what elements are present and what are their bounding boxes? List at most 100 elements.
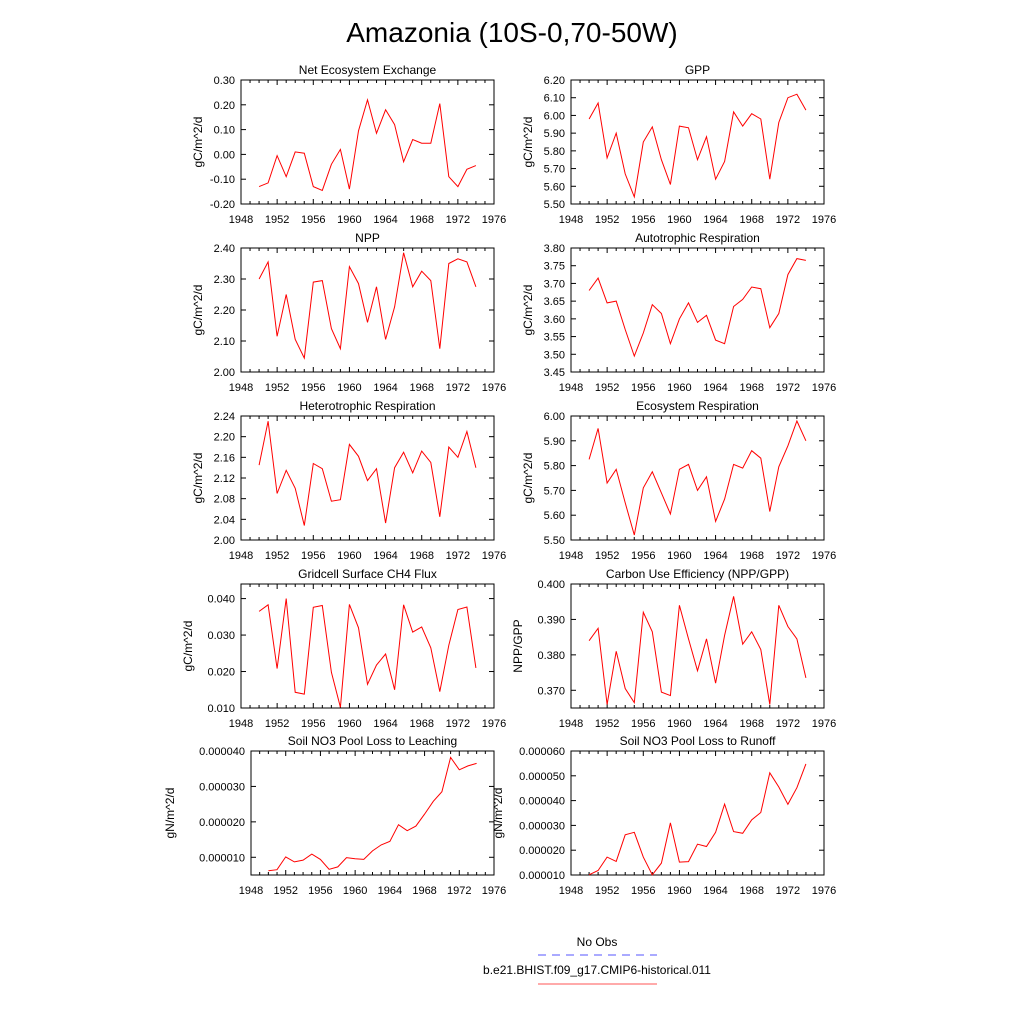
x-tick-label: 1948 [229, 550, 253, 562]
y-tick-label: 2.30 [214, 274, 235, 286]
y-tick-label: 2.00 [214, 535, 235, 547]
y-tick-label: 5.60 [544, 510, 565, 522]
y-tick-label: 5.80 [544, 461, 565, 473]
y-tick-label: 0.030 [207, 630, 235, 642]
series-line [588, 763, 807, 876]
x-tick-label: 1968 [739, 550, 763, 562]
x-tick-label: 1964 [703, 550, 727, 562]
y-axis-label: gC/m^2/d [191, 453, 205, 504]
y-tick-label: 0.390 [537, 614, 565, 626]
y-tick-label: 0.000030 [519, 820, 565, 832]
y-tick-label: -0.20 [210, 199, 235, 211]
chart-panel: Heterotrophic Respiration gC/m^2/d 1948 195… [191, 399, 506, 562]
legend-label-no-obs: No Obs [577, 935, 618, 949]
y-tick-label: 0.000020 [199, 817, 245, 829]
x-tick-label: 1972 [776, 550, 800, 562]
y-tick-label: 5.90 [544, 436, 565, 448]
y-tick-label: 2.40 [214, 243, 235, 255]
y-tick-label: 2.04 [214, 514, 235, 526]
y-tick-label: 0.380 [537, 650, 565, 662]
panel-title: Soil NO3 Pool Loss to Runoff [620, 734, 777, 748]
y-tick-label: 0.000010 [519, 870, 565, 882]
x-tick-label: 1956 [308, 885, 332, 897]
chart-panel: Autotrophic Respiration gC/m^2/d 1948 1952 1… [521, 231, 836, 394]
x-tick-label: 1952 [595, 550, 619, 562]
x-tick-label: 1964 [703, 718, 727, 730]
y-tick-label: 0.10 [214, 125, 235, 137]
x-tick-label: 1956 [631, 214, 655, 226]
y-tick-label: 3.55 [544, 332, 565, 344]
y-tick-label: 6.20 [544, 75, 565, 87]
y-tick-label: 3.75 [544, 261, 565, 273]
x-tick-label: 1972 [776, 214, 800, 226]
chart-panel: Carbon Use Efficiency (NPP/GPP) NPP/GPP 19… [511, 567, 836, 730]
x-tick-label: 1956 [631, 718, 655, 730]
y-tick-label: 6.00 [544, 411, 565, 423]
series-line [258, 598, 477, 708]
x-tick-label: 1960 [667, 885, 691, 897]
series-line [588, 596, 807, 705]
x-tick-label: 1952 [265, 550, 289, 562]
plot-frame [570, 415, 825, 541]
panel-title: Autotrophic Respiration [635, 231, 760, 245]
chart-panel: Ecosystem Respiration gC/m^2/d 1948 1952 195… [521, 399, 836, 562]
y-tick-label: 2.20 [214, 305, 235, 317]
x-tick-label: 1972 [447, 885, 471, 897]
panel-title: Ecosystem Respiration [636, 399, 759, 413]
panels: Net Ecosystem Exchange gC/m^2/d 1948 1952 19… [163, 63, 836, 897]
y-tick-label: 5.50 [544, 535, 565, 547]
y-tick-label: 5.60 [544, 181, 565, 193]
y-axis-label: gC/m^2/d [191, 117, 205, 168]
x-tick-label: 1960 [667, 550, 691, 562]
y-tick-label: 5.70 [544, 485, 565, 497]
x-tick-label: 1964 [703, 885, 727, 897]
x-tick-label: 1972 [446, 214, 470, 226]
plot-frame [250, 750, 495, 876]
y-tick-label: 0.020 [207, 667, 235, 679]
x-tick-label: 1964 [378, 885, 402, 897]
x-tick-label: 1972 [446, 718, 470, 730]
x-tick-label: 1960 [667, 214, 691, 226]
x-tick-label: 1960 [337, 214, 361, 226]
x-tick-label: 1948 [559, 550, 583, 562]
series-line [268, 756, 477, 872]
x-tick-label: 1976 [482, 382, 506, 394]
y-tick-label: 3.50 [544, 349, 565, 361]
x-tick-label: 1968 [739, 382, 763, 394]
y-tick-label: 0.040 [207, 594, 235, 606]
chart-panel: GPP gC/m^2/d 1948 1952 1956 1960 1964 1968 1972 1… [521, 63, 836, 226]
x-tick-label: 1952 [595, 885, 619, 897]
y-axis-label: gN/m^2/d [163, 788, 177, 839]
x-tick-label: 1968 [409, 382, 433, 394]
plot-frame [570, 750, 825, 876]
plot-frame [240, 247, 495, 373]
y-tick-label: 5.50 [544, 199, 565, 211]
x-tick-label: 1976 [812, 550, 836, 562]
y-tick-label: 0.00 [214, 149, 235, 161]
y-tick-label: 3.45 [544, 367, 565, 379]
x-tick-label: 1948 [229, 718, 253, 730]
legend: No Obs b.e21.BHIST.f09_g17.CMIP6-histori… [483, 935, 711, 985]
x-tick-label: 1964 [703, 382, 727, 394]
x-tick-label: 1964 [373, 214, 397, 226]
y-tick-label: 0.000060 [519, 746, 565, 758]
y-tick-label: 2.12 [214, 473, 235, 485]
y-tick-label: 0.010 [207, 703, 235, 715]
panel-title: Carbon Use Efficiency (NPP/GPP) [606, 567, 789, 581]
x-tick-label: 1972 [446, 550, 470, 562]
plot-frame [570, 79, 825, 205]
y-tick-label: 2.10 [214, 336, 235, 348]
series-line [258, 97, 477, 192]
y-tick-label: 0.000040 [519, 796, 565, 808]
x-tick-label: 1964 [373, 550, 397, 562]
y-tick-label: 0.370 [537, 685, 565, 697]
x-tick-label: 1972 [776, 718, 800, 730]
x-tick-label: 1976 [482, 214, 506, 226]
panel-title: Heterotrophic Respiration [299, 399, 435, 413]
x-tick-label: 1968 [739, 718, 763, 730]
x-tick-label: 1956 [631, 550, 655, 562]
y-tick-label: 0.000050 [519, 771, 565, 783]
x-tick-label: 1956 [301, 214, 325, 226]
x-tick-label: 1976 [482, 885, 506, 897]
